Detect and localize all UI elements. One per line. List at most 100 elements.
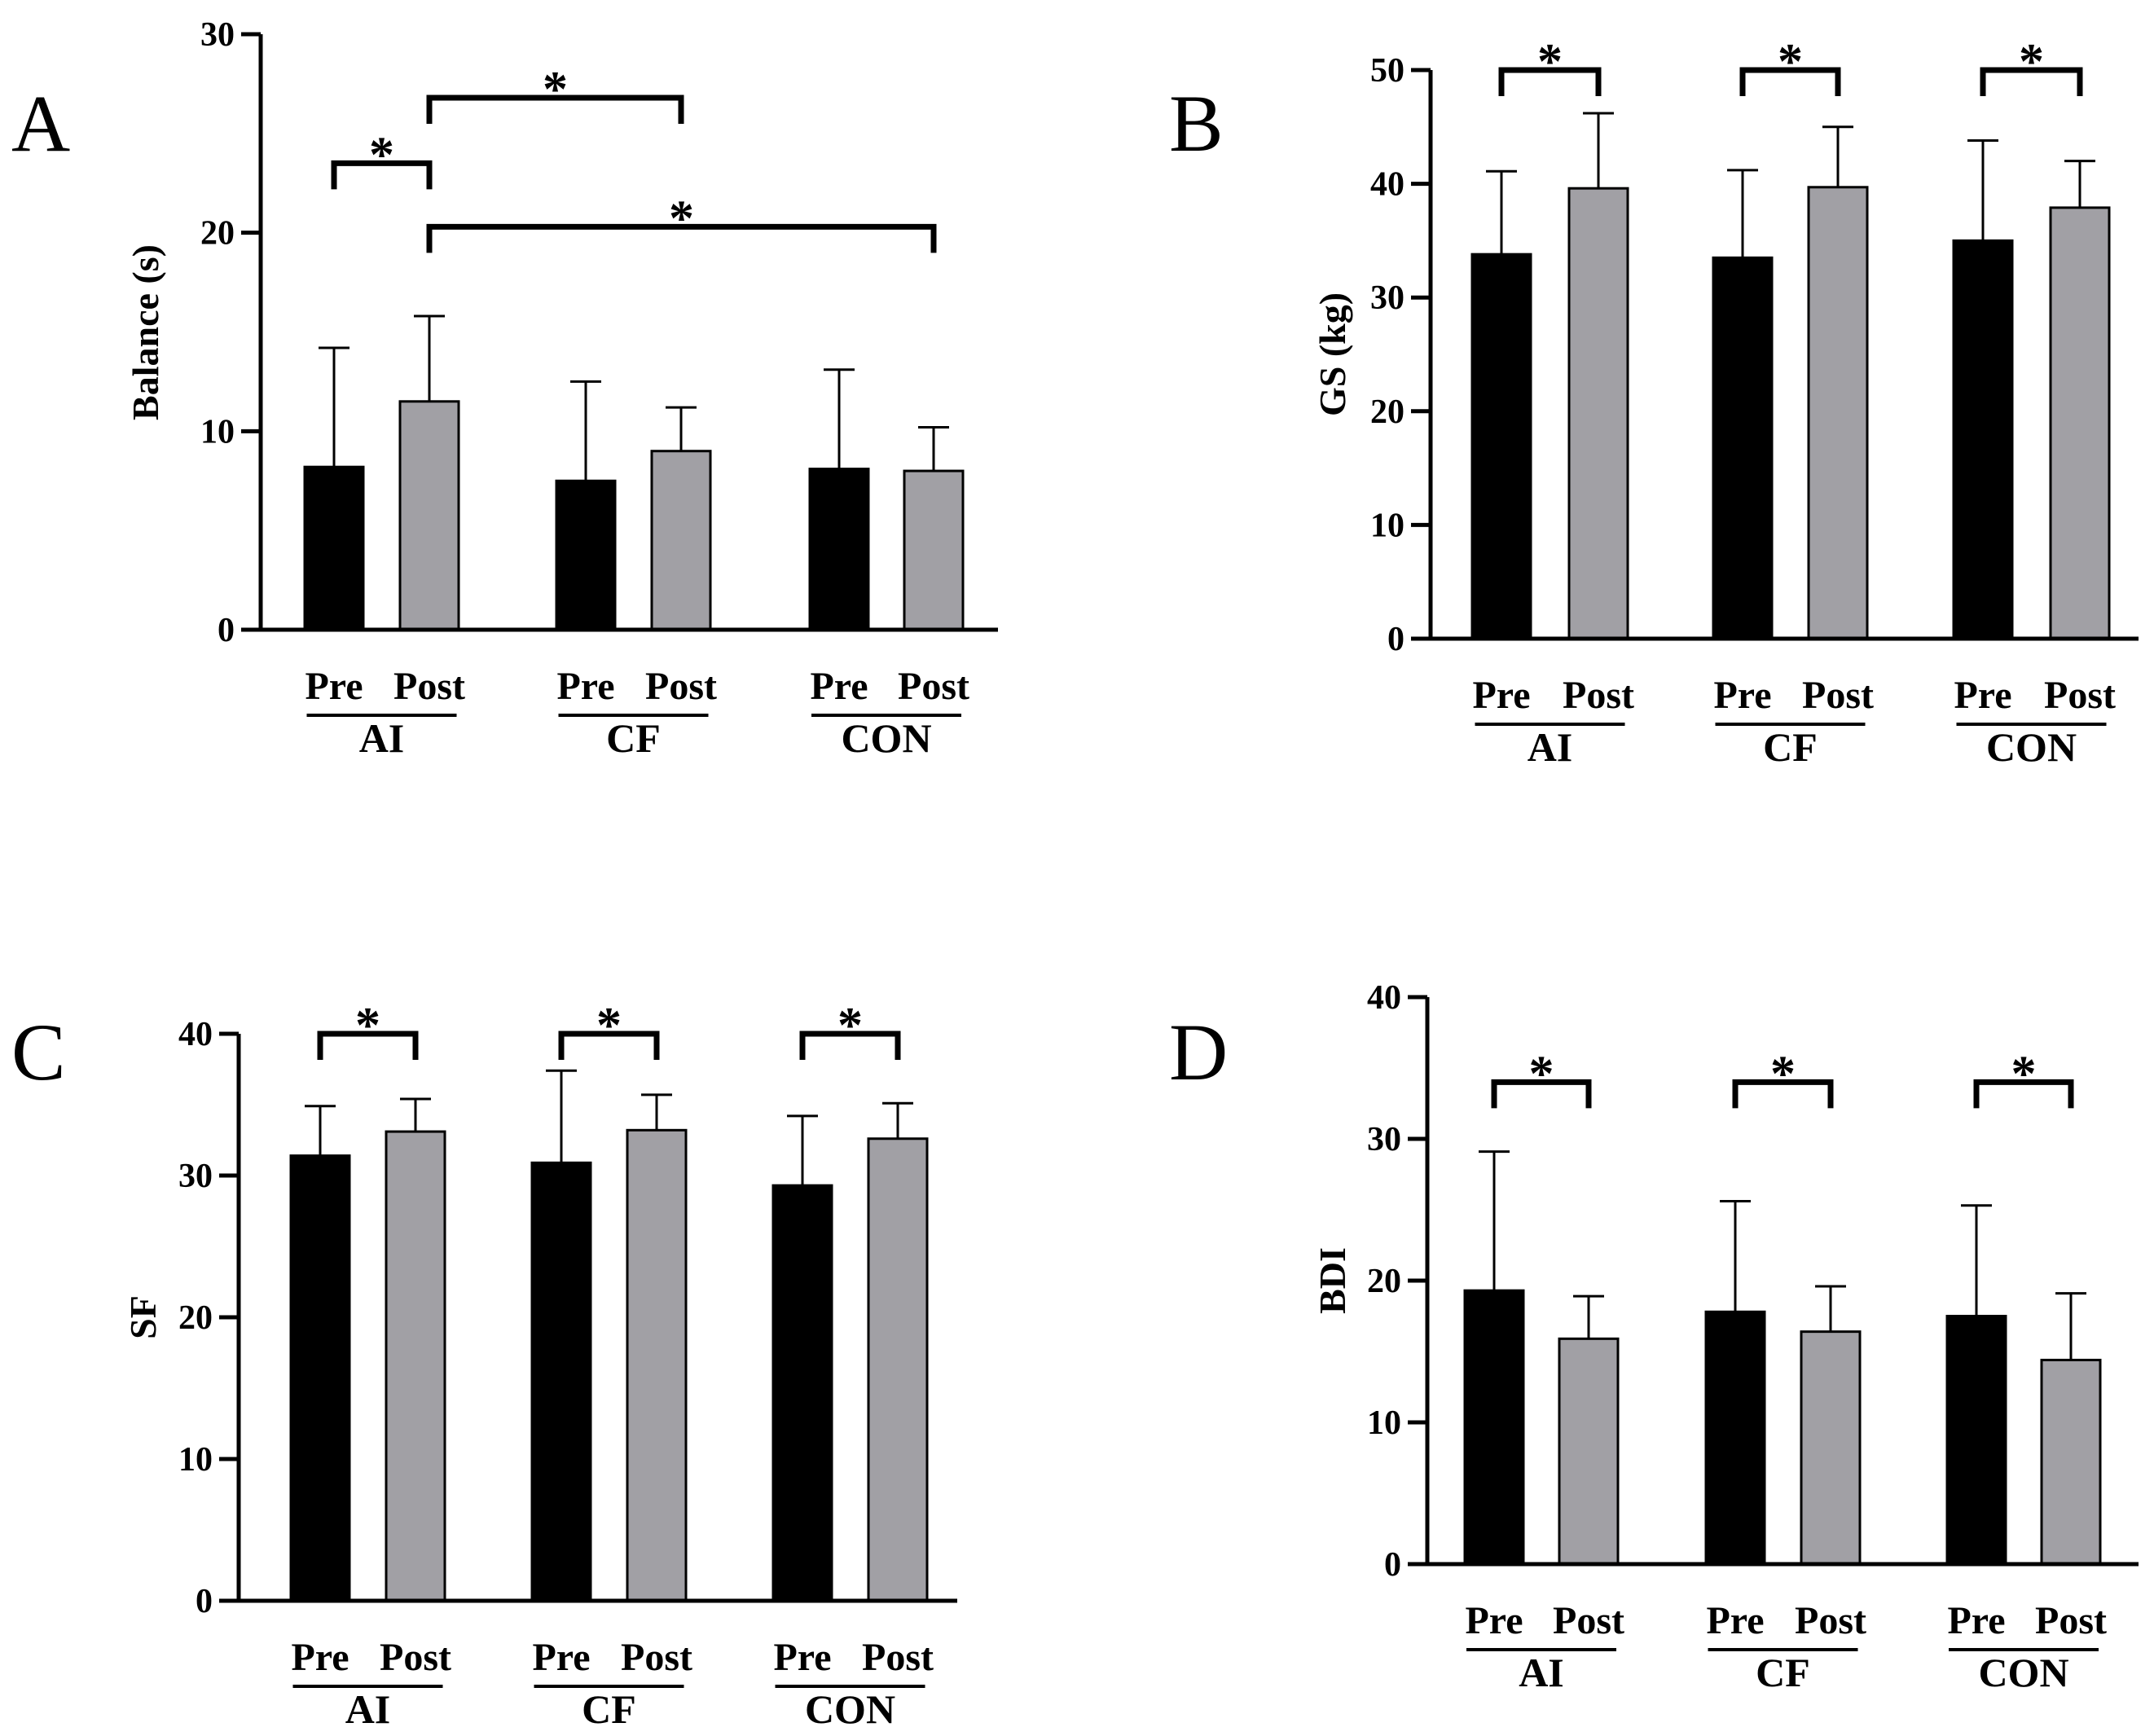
significance-bracket <box>331 160 433 190</box>
significance-star: * <box>1770 1046 1796 1101</box>
bar-pre-ai <box>1470 253 1532 640</box>
significance-star: * <box>355 998 380 1053</box>
bar-pre-con <box>771 1184 833 1602</box>
y-tick-label: 30 <box>1370 279 1404 317</box>
panel-letter: A <box>11 78 70 169</box>
significance-star: * <box>1778 34 1803 90</box>
condition-label: Post <box>2035 1599 2107 1642</box>
group-label-con: CON <box>841 715 931 761</box>
bar-pre-con <box>808 468 870 631</box>
bar-pre-con <box>1945 1315 2007 1566</box>
y-tick-label: 30 <box>1367 1121 1401 1158</box>
significance-bracket <box>1973 1079 2074 1109</box>
significance-star: * <box>2019 34 2044 90</box>
group-label-cf: CF <box>1763 724 1818 770</box>
panel-letter: C <box>11 1007 66 1097</box>
significance-bracket <box>426 94 684 124</box>
y-tick-label: 10 <box>1367 1404 1401 1442</box>
significance-star: * <box>1537 34 1563 90</box>
group-label-ai: AI <box>345 1686 391 1732</box>
condition-label: Post <box>898 665 969 708</box>
bar-pre-ai <box>303 465 365 631</box>
y-tick-label: 10 <box>200 413 235 450</box>
y-tick-label: 10 <box>1370 507 1404 544</box>
significance-star: * <box>369 127 394 182</box>
y-tick-label: 40 <box>178 1016 213 1053</box>
condition-label: Pre <box>532 1636 590 1679</box>
bar-post-con <box>2040 1358 2102 1566</box>
group-label-cf: CF <box>582 1686 636 1732</box>
bar-post-con <box>2049 206 2111 640</box>
panel-d: D 0 10 20 30 40 BDI Pre Post AI Pre Post CF Pre Post CO… <box>1169 979 2139 1695</box>
bar-pre-ai <box>289 1154 351 1602</box>
group-label-con: CON <box>1978 1650 2068 1695</box>
condition-label: Pre <box>1472 674 1530 717</box>
y-axis-label: BDI <box>1312 1247 1353 1314</box>
y-tick-label: 20 <box>178 1299 213 1337</box>
condition-label: Post <box>1802 674 1874 717</box>
y-tick-label: 30 <box>200 16 235 54</box>
y-axis-label: GS (kg) <box>1312 292 1353 416</box>
panel-a: A 0 10 20 30 Balance (s) Pre Post AI Pre Post CF Pre… <box>11 16 998 761</box>
significance-bracket <box>1498 67 1602 96</box>
condition-label: Pre <box>1706 1599 1764 1642</box>
condition-label: Pre <box>1954 674 2011 717</box>
significance-bracket <box>1980 67 2083 96</box>
condition-label: Post <box>862 1636 934 1679</box>
bar-post-con <box>867 1137 929 1602</box>
y-tick-label: 40 <box>1370 166 1404 204</box>
bar-pre-cf <box>555 479 617 631</box>
bar-pre-cf <box>1704 1310 1766 1566</box>
significance-star: * <box>669 191 694 246</box>
condition-label: Post <box>621 1636 692 1679</box>
panel-letter: D <box>1169 1007 1228 1097</box>
significance-bracket <box>317 1031 419 1060</box>
condition-label: Pre <box>810 665 868 708</box>
significance-bracket <box>1739 67 1841 96</box>
group-label-ai: AI <box>1528 724 1573 770</box>
condition-label: Pre <box>291 1636 349 1679</box>
significance-star: * <box>543 62 568 117</box>
significance-bracket <box>558 1031 660 1060</box>
condition-label: Post <box>1563 674 1634 717</box>
condition-label: Post <box>2044 674 2116 717</box>
bar-post-cf <box>626 1128 688 1602</box>
condition-label: Pre <box>1713 674 1771 717</box>
y-tick-label: 0 <box>196 1583 213 1620</box>
y-tick-label: 40 <box>1367 979 1401 1017</box>
y-tick-label: 30 <box>178 1158 213 1195</box>
group-label-cf: CF <box>1756 1650 1810 1695</box>
condition-label: Post <box>645 665 717 708</box>
condition-label: Pre <box>773 1636 831 1679</box>
y-tick-label: 50 <box>1370 52 1404 90</box>
significance-star: * <box>2011 1046 2037 1101</box>
y-axis-label: SF <box>122 1295 164 1339</box>
y-tick-label: 0 <box>1387 621 1404 658</box>
y-tick-label: 20 <box>1367 1263 1401 1300</box>
bar-pre-ai <box>1463 1289 1525 1566</box>
condition-label: Pre <box>305 665 363 708</box>
significance-star: * <box>596 998 622 1053</box>
y-tick-label: 0 <box>1384 1546 1401 1584</box>
bar-pre-cf <box>530 1161 592 1602</box>
condition-label: Pre <box>1465 1599 1523 1642</box>
group-label-con: CON <box>805 1686 895 1732</box>
condition-label: Post <box>1795 1599 1866 1642</box>
bar-post-cf <box>650 450 712 631</box>
significance-bracket <box>1732 1079 1834 1109</box>
bar-post-ai <box>1567 187 1629 640</box>
bar-post-cf <box>1807 186 1869 640</box>
group-label-ai: AI <box>359 715 405 761</box>
bar-post-ai <box>1558 1337 1620 1566</box>
significance-star: * <box>837 998 863 1053</box>
panel-b: B 0 10 20 30 40 50 GS (kg) Pre Post AI Pre Post CF Pre… <box>1169 34 2139 770</box>
condition-label: Post <box>393 665 465 708</box>
panel-c: C 0 10 20 30 40 SF Pre Post AI Pre Post CF Pre Post CON… <box>11 998 957 1732</box>
group-label-ai: AI <box>1519 1650 1564 1695</box>
y-axis-label: Balance (s) <box>125 244 166 420</box>
bar-pre-con <box>1952 239 2014 640</box>
bar-pre-cf <box>1712 256 1774 640</box>
condition-label: Pre <box>556 665 614 708</box>
condition-label: Pre <box>1947 1599 2005 1642</box>
